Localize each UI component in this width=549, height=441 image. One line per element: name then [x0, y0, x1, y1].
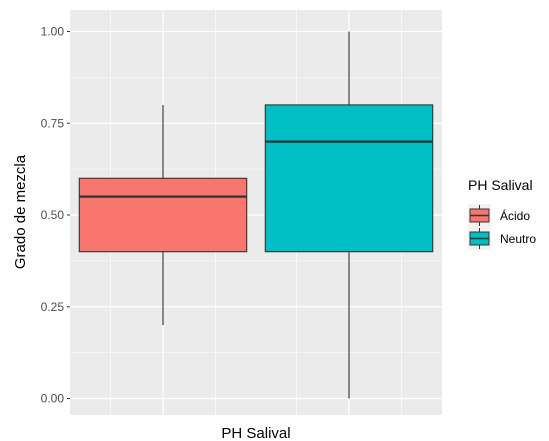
legend-key-acido: Ácido [468, 204, 530, 227]
legend-label: Ácido [500, 208, 530, 223]
legend: PH Salival Ácido Neutro [468, 177, 536, 250]
y-tick-label: 0.00 [41, 392, 65, 406]
box-acido [78, 104, 248, 326]
legend-label: Neutro [500, 232, 536, 246]
y-tick-label: 0.75 [41, 116, 65, 130]
x-axis-title: PH Salival [221, 425, 290, 441]
box-iqr [264, 104, 434, 253]
legend-keys: Ácido Neutro [468, 204, 536, 250]
y-tick-label: 0.25 [41, 300, 65, 314]
legend-key-neutro: Neutro [468, 227, 536, 250]
boxes-layer [78, 31, 434, 399]
box-iqr [78, 177, 248, 253]
legend-title: PH Salival [468, 177, 533, 193]
y-tick-label: 0.50 [41, 208, 65, 222]
y-tick-label: 1.00 [41, 25, 65, 39]
box-neutro [264, 31, 434, 399]
y-axis-title: Grado de mezcla [12, 154, 29, 269]
y-axis: 0.00 0.25 0.50 0.75 1.00 [41, 25, 70, 406]
